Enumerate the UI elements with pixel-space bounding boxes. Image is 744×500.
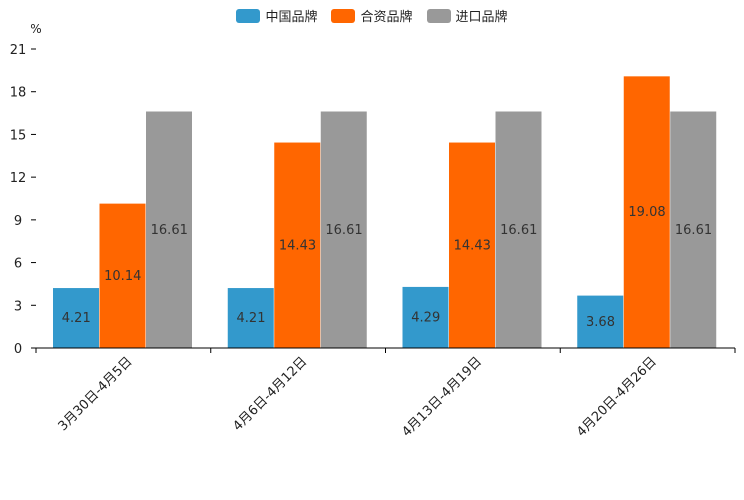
legend-swatch-joint-venture-brand bbox=[331, 8, 356, 23]
y-axis: 0 3 6 9 12 15 18 21 bbox=[10, 43, 36, 357]
y-tick-label: 6 bbox=[14, 257, 22, 272]
y-tick-label: 0 bbox=[14, 342, 22, 357]
bar-value-label: 19.08 bbox=[628, 205, 665, 220]
x-tick-label: 4月20日-4月26日 bbox=[574, 354, 660, 440]
bar-group: 4.21 10.14 16.61 4.21 14.43 16.61 4.29 14.43 16.… bbox=[53, 76, 717, 348]
bar[interactable] bbox=[449, 142, 495, 348]
legend: 中国品牌 合资品牌 进口品牌 bbox=[0, 6, 744, 25]
bar[interactable] bbox=[495, 111, 542, 348]
bar-value-label: 16.61 bbox=[675, 223, 712, 238]
y-axis-unit-label: % bbox=[30, 22, 41, 36]
legend-label-joint-venture-brand: 合资品牌 bbox=[360, 10, 413, 25]
bar[interactable] bbox=[99, 203, 146, 348]
legend-item-import-brand[interactable]: 进口品牌 bbox=[426, 6, 508, 25]
y-tick-label: 18 bbox=[10, 86, 27, 101]
bar-value-label: 16.61 bbox=[325, 223, 362, 238]
bar-value-label: 10.14 bbox=[104, 269, 141, 284]
bar[interactable] bbox=[577, 295, 624, 348]
y-tick-label: 21 bbox=[10, 43, 27, 58]
x-tick-label: 4月13日-4月19日 bbox=[399, 354, 485, 440]
bar[interactable] bbox=[274, 142, 321, 348]
legend-label-import-brand: 进口品牌 bbox=[455, 10, 508, 25]
bar-value-label: 4.21 bbox=[237, 311, 266, 326]
bar-value-label: 14.43 bbox=[279, 238, 316, 253]
bar-value-label: 16.61 bbox=[151, 223, 188, 238]
bar-value-label: 4.29 bbox=[411, 310, 440, 325]
legend-swatch-import-brand bbox=[426, 8, 451, 23]
bar-value-label: 3.68 bbox=[586, 315, 615, 330]
bar[interactable] bbox=[53, 288, 99, 348]
legend-label-china-brand: 中国品牌 bbox=[265, 10, 318, 25]
bar[interactable] bbox=[227, 288, 274, 348]
legend-item-joint-venture-brand[interactable]: 合资品牌 bbox=[331, 6, 413, 25]
x-tick-label: 4月6日-4月12日 bbox=[230, 354, 310, 434]
y-tick-label: 12 bbox=[10, 171, 27, 186]
y-tick-label: 3 bbox=[14, 299, 22, 314]
bar[interactable] bbox=[320, 111, 367, 348]
legend-item-china-brand[interactable]: 中国品牌 bbox=[236, 6, 317, 25]
x-axis: 3月30日-4月5日 4月6日-4月12日 4月13日-4月19日 4月20日-4月2… bbox=[35, 347, 736, 440]
bar[interactable] bbox=[402, 286, 449, 348]
bar-value-label: 4.21 bbox=[62, 311, 91, 326]
bar[interactable] bbox=[623, 76, 670, 348]
legend-swatch-china-brand bbox=[236, 8, 261, 23]
bar[interactable] bbox=[670, 111, 717, 348]
y-tick-label: 15 bbox=[10, 128, 27, 143]
x-tick-label: 3月30日-4月5日 bbox=[56, 354, 136, 434]
y-tick-label: 9 bbox=[14, 214, 22, 229]
bar-value-label: 14.43 bbox=[454, 238, 491, 253]
bar-value-label: 16.61 bbox=[500, 223, 537, 238]
bar[interactable] bbox=[146, 111, 192, 348]
